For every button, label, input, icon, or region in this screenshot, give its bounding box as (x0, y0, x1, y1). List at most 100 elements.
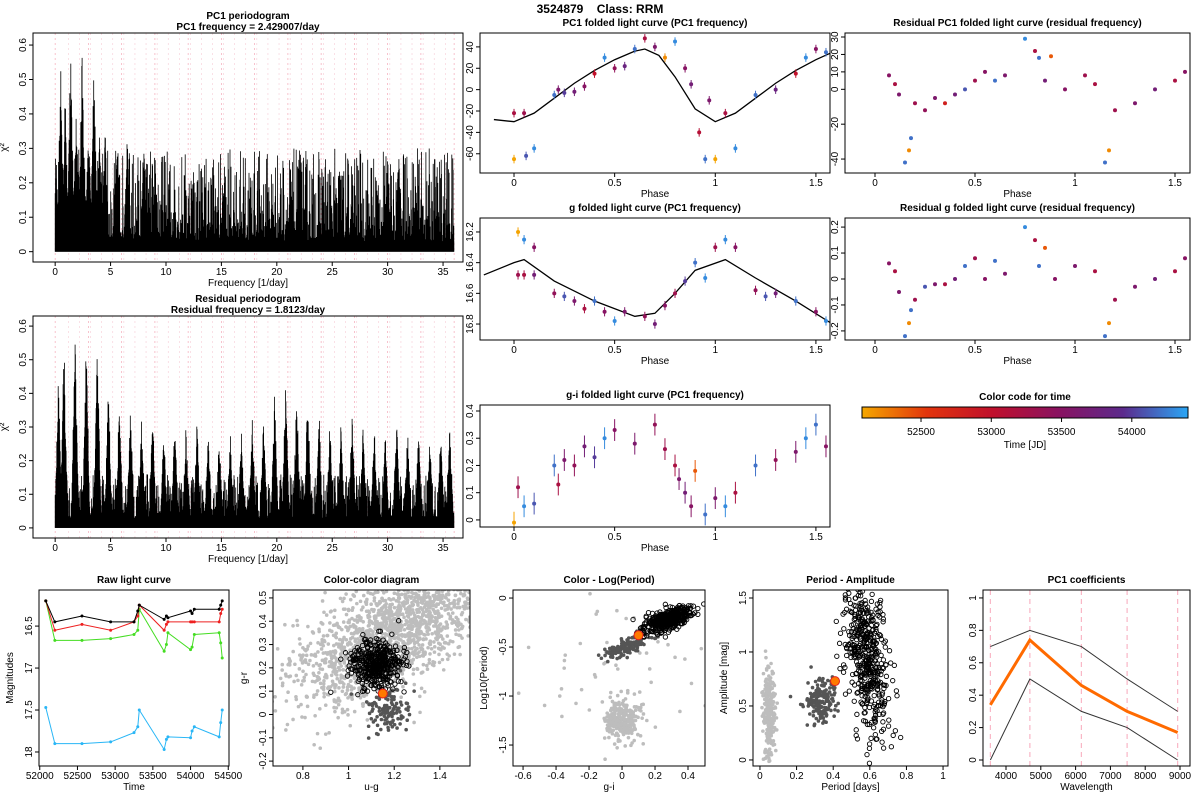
x-tick-label: 0.2 (790, 771, 804, 782)
point-rrab (857, 669, 864, 675)
point-short-period (638, 734, 643, 738)
point-all-stars (461, 593, 466, 598)
point-all-stars (399, 592, 404, 597)
series-point-r (109, 628, 113, 632)
point-all-stars (416, 607, 421, 611)
point-all-stars (327, 628, 332, 633)
point-all-stars (373, 590, 378, 595)
point-all-stars (442, 564, 446, 568)
point-all-stars (412, 645, 417, 649)
point-scattered (637, 690, 642, 694)
plot-area (989, 590, 1179, 766)
point-all-stars (464, 564, 468, 568)
point-all-stars (453, 619, 457, 624)
point-rrab (368, 677, 375, 684)
point-rrc (619, 641, 624, 646)
point-short-period (766, 682, 771, 687)
point-all-stars (408, 623, 413, 628)
point-short-period (608, 695, 613, 700)
point-scattered (647, 667, 652, 671)
point-all-stars (385, 627, 390, 632)
data-point (907, 321, 911, 326)
data-point (552, 291, 557, 296)
point-rrab (847, 600, 854, 607)
point-all-stars (345, 628, 350, 633)
point-all-stars (472, 623, 476, 627)
point-rrc (377, 697, 382, 701)
x-tick-label: 0 (757, 771, 763, 782)
data-point (532, 245, 537, 250)
point-all-stars (427, 661, 432, 665)
point-short-period (769, 752, 773, 757)
series-point-u (80, 742, 84, 746)
y-tick-label: 0.4 (258, 614, 269, 628)
point-rrab (859, 590, 866, 594)
point-rrc (629, 641, 633, 646)
data-point (713, 245, 718, 250)
point-all-stars (420, 643, 425, 647)
point-all-stars (344, 625, 348, 629)
series-point-i (53, 620, 57, 624)
data-point (582, 306, 587, 311)
point-all-stars (287, 656, 291, 661)
point-all-stars (253, 716, 257, 720)
point-all-stars (286, 690, 290, 694)
point-all-stars (457, 644, 462, 649)
point-rrab (861, 654, 867, 661)
target-star-marker (830, 676, 841, 687)
point-rrab (865, 695, 871, 701)
point-short-period (625, 727, 630, 731)
point-short-period (763, 649, 768, 653)
point-all-stars (318, 707, 322, 711)
point-all-stars (335, 621, 339, 626)
point-rrc (366, 724, 371, 729)
point-all-stars (372, 598, 377, 603)
point-scattered (730, 722, 734, 726)
point-all-stars (443, 608, 448, 612)
point-all-stars (422, 580, 426, 584)
point-rrab (855, 662, 861, 668)
point-scattered (614, 701, 618, 706)
point-all-stars (430, 603, 434, 608)
y-tick-label: 0.1 (258, 684, 269, 698)
point-all-stars (318, 746, 323, 751)
point-rrab (875, 670, 881, 676)
point-all-stars (345, 688, 350, 692)
point-all-stars (295, 623, 300, 628)
series-point-u (109, 740, 113, 744)
data-point (903, 160, 907, 165)
point-all-stars (396, 629, 401, 633)
point-rrab (397, 661, 403, 667)
point-rrab (849, 635, 855, 641)
point-all-stars (358, 634, 363, 639)
point-rrab (361, 688, 367, 694)
point-all-stars (315, 674, 320, 679)
point-all-stars (477, 581, 481, 585)
point-rrab (857, 677, 864, 683)
point-rrc (836, 709, 840, 713)
point-all-stars (389, 609, 394, 614)
series-point-u (164, 737, 168, 741)
point-all-stars (294, 673, 299, 678)
point-all-stars (339, 655, 343, 660)
point-all-stars (337, 686, 341, 690)
data-point (683, 279, 688, 284)
x-tick-label: -0.6 (514, 771, 532, 782)
point-all-stars (483, 604, 487, 608)
point-rrab (406, 663, 412, 669)
x-tick-label: 20 (271, 267, 283, 278)
series-point-g (132, 632, 136, 636)
point-all-stars (394, 640, 399, 645)
point-all-stars (339, 643, 344, 647)
point-rrc (375, 723, 380, 728)
point-short-period (766, 720, 770, 725)
point-all-stars (341, 682, 346, 686)
point-rrab (842, 595, 849, 601)
point-all-stars (436, 631, 441, 635)
point-rrab (859, 664, 865, 670)
point-scattered (644, 651, 649, 655)
point-all-stars (369, 620, 374, 624)
point-rrc (610, 651, 615, 656)
point-all-stars (460, 610, 465, 615)
point-short-period (615, 693, 620, 698)
